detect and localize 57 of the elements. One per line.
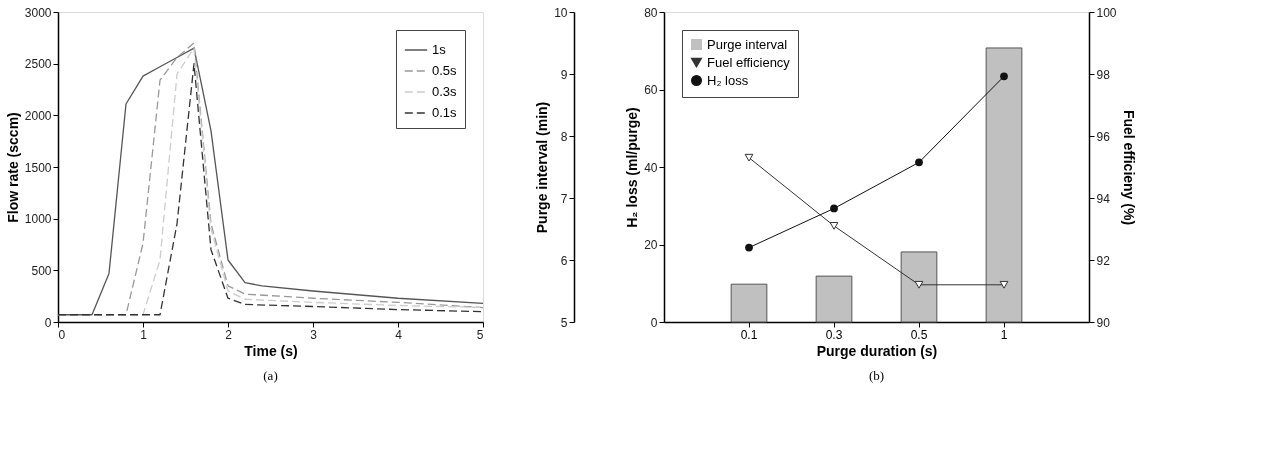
point <box>915 158 923 167</box>
y2-tick-label: 96 <box>1096 129 1111 144</box>
y-tick-label: 40 <box>644 160 658 175</box>
y-tick-label: 60 <box>644 83 658 97</box>
y-tick-label: 0 <box>44 315 52 330</box>
text: (b) <box>868 368 885 383</box>
x-tick-label: 5 <box>476 327 484 342</box>
x-tick-label: 0 <box>58 327 66 342</box>
point <box>744 153 754 162</box>
y3-tick-label: 6 <box>560 253 568 268</box>
y-axis-title: H₂ loss (ml/purge) <box>624 107 641 228</box>
y-axis-title: Flow rate (sccm) <box>4 112 21 223</box>
legend-label: 0.1s <box>432 105 458 120</box>
legend-label: Fuel efficiency <box>707 54 791 70</box>
legend-label: Purge interval <box>707 36 788 52</box>
y-tick-label: 0 <box>650 315 658 330</box>
x-tick-label: 3 <box>310 327 318 342</box>
y3-tick-label: 7 <box>560 191 568 206</box>
y-tick-label: 80 <box>644 5 658 20</box>
legend-label: 0.5s <box>432 63 458 78</box>
y2-tick-label: 92 <box>1096 253 1111 268</box>
y2-tick-label: 94 <box>1096 191 1111 206</box>
y2-tick-label: 100 <box>1096 5 1117 20</box>
y3-tick-label: 10 <box>554 5 568 20</box>
x-tick-label: 1 <box>1000 327 1008 342</box>
text: (a) <box>263 368 278 383</box>
y3-tick-label: 8 <box>560 129 568 144</box>
y3-tick-label: 9 <box>560 67 568 82</box>
legend-label: 0.3s <box>432 84 458 99</box>
y2-tick-label: 98 <box>1096 67 1111 82</box>
point <box>1000 72 1008 81</box>
x-axis-title: Time (s) <box>244 342 298 359</box>
point <box>999 280 1009 289</box>
point <box>830 204 838 213</box>
y-tick-label: 20 <box>644 238 658 252</box>
x-axis-title: Purge duration (s) <box>816 342 938 359</box>
legend-label: 1s <box>432 42 447 57</box>
point <box>914 280 924 289</box>
x-tick-label: 0.3 <box>825 327 843 342</box>
y2-tick-label: 90 <box>1096 315 1111 330</box>
y3-tick-label: 5 <box>560 315 568 330</box>
point <box>745 243 753 252</box>
y-tick-label: 1500 <box>24 160 52 175</box>
point <box>829 222 839 230</box>
x-tick-label: 2 <box>225 327 233 342</box>
x-tick-label: 1 <box>140 327 148 342</box>
y-tick-label: 3000 <box>24 5 52 20</box>
x-tick-label: 0.5 <box>910 327 928 342</box>
y2-axis-title: Fuel efficieny (%) <box>1120 109 1137 226</box>
y3-axis-title: Purge interval (min) <box>534 101 551 234</box>
x-tick-label: 0.1 <box>740 327 758 342</box>
y-tick-label: 2000 <box>24 108 52 123</box>
y-tick-label: 500 <box>31 263 52 278</box>
x-tick-label: 4 <box>395 327 403 342</box>
y-tick-label: 1000 <box>24 212 52 227</box>
y-tick-label: 2500 <box>24 57 52 72</box>
legend-label: H₂ loss <box>707 72 749 88</box>
